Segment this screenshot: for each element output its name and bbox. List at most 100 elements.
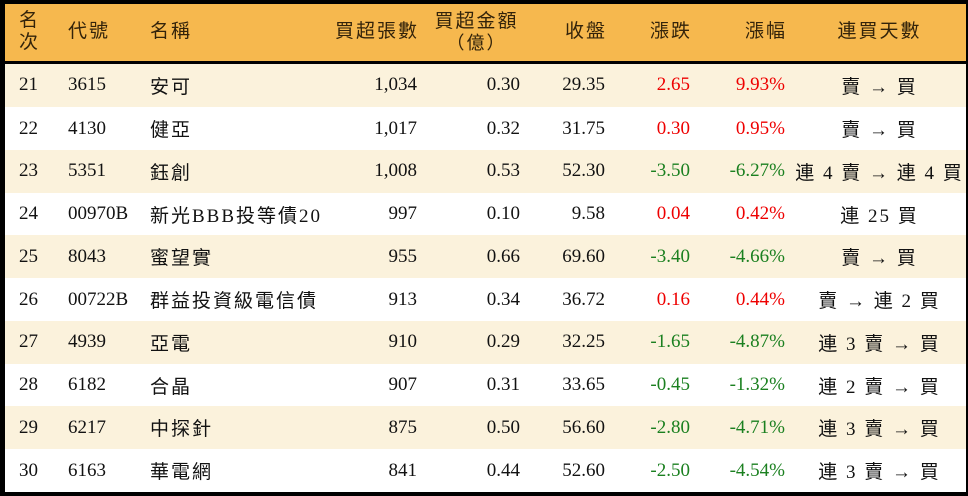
cell-code: 00722B xyxy=(68,288,129,310)
table-row: 24 00970B 新光BBB投等債20 997 0.10 9.58 0.04 … xyxy=(5,192,966,236)
cell-amount: 0.53 xyxy=(486,160,520,182)
cell-change: -2.50 xyxy=(650,459,690,481)
table-row: 30 6163 華電網 841 0.44 52.60 -2.50 -4.54% … xyxy=(5,449,966,492)
table-row: 23 5351 鈺創 1,008 0.53 52.30 -3.50 -6.27%… xyxy=(5,149,966,193)
cell-change: 0.16 xyxy=(656,288,690,310)
cell-change: -0.45 xyxy=(650,374,690,395)
cell-name: 亞電 xyxy=(150,333,193,355)
cell-days: 賣 → 買 xyxy=(841,76,918,98)
cell-change: -1.65 xyxy=(650,331,690,353)
cell-days: 連 2 賣 → 買 xyxy=(818,376,941,398)
col-header-code: 代號 xyxy=(68,21,111,43)
cell-days: 連 25 買 xyxy=(840,205,919,227)
col-header-volume: 買超張數 xyxy=(334,21,419,43)
cell-change: -3.40 xyxy=(650,245,690,267)
cell-amount: 0.34 xyxy=(486,288,520,310)
cell-volume: 1,034 xyxy=(374,74,417,96)
table-row: 28 6182 合晶 907 0.31 33.65 -0.45 -1.32% 連… xyxy=(5,363,966,407)
cell-close: 52.30 xyxy=(562,160,605,182)
cell-close: 31.75 xyxy=(562,117,605,139)
col-header-amount-line2: （億） xyxy=(446,32,507,53)
cell-amount: 0.44 xyxy=(486,459,520,481)
cell-code: 8043 xyxy=(68,245,106,267)
cell-volume: 910 xyxy=(388,331,418,353)
col-header-days: 連買天數 xyxy=(837,21,922,43)
cell-days: 連 4 賣 → 連 4 買 xyxy=(795,162,964,184)
cell-pct: 0.44% xyxy=(735,288,785,310)
col-header-amount: 買超金額 （億） xyxy=(425,4,528,62)
cell-close: 56.60 xyxy=(562,416,605,438)
cell-amount: 0.10 xyxy=(486,203,520,224)
cell-close: 29.35 xyxy=(562,74,605,96)
cell-volume: 1,008 xyxy=(374,160,417,182)
cell-amount: 0.66 xyxy=(486,245,520,267)
cell-amount: 0.32 xyxy=(486,117,520,139)
cell-code: 00970B xyxy=(68,203,129,224)
cell-days: 賣 → 買 xyxy=(841,120,918,141)
cell-rank: 27 xyxy=(19,331,38,353)
cell-volume: 907 xyxy=(388,374,418,395)
cell-change: 0.04 xyxy=(656,203,690,224)
cell-code: 3615 xyxy=(68,74,106,96)
cell-rank: 26 xyxy=(19,288,38,310)
cell-pct: 0.42% xyxy=(735,203,785,224)
cell-amount: 0.50 xyxy=(486,416,520,438)
col-header-name: 名稱 xyxy=(150,21,193,43)
cell-name: 蜜望實 xyxy=(150,248,214,270)
cell-rank: 28 xyxy=(19,374,38,395)
col-header-rank: 名次 xyxy=(19,10,41,54)
table-row: 26 00722B 群益投資級電信債 913 0.34 36.72 0.16 0… xyxy=(5,278,966,321)
col-header-close: 收盤 xyxy=(564,21,607,43)
cell-pct: -4.66% xyxy=(729,245,785,267)
col-header-pct: 漲幅 xyxy=(744,21,787,43)
cell-name: 合晶 xyxy=(150,376,193,398)
cell-close: 32.25 xyxy=(562,331,605,353)
cell-rank: 22 xyxy=(19,117,38,139)
cell-volume: 913 xyxy=(388,288,418,310)
cell-code: 6163 xyxy=(68,459,106,481)
cell-close: 52.60 xyxy=(562,459,605,481)
table-row: 22 4130 健亞 1,017 0.32 31.75 0.30 0.95% 賣… xyxy=(5,107,966,150)
cell-amount: 0.31 xyxy=(486,374,520,395)
cell-volume: 1,017 xyxy=(374,117,417,139)
cell-volume: 997 xyxy=(388,203,418,224)
cell-pct: -4.87% xyxy=(729,331,785,353)
cell-name: 華電網 xyxy=(150,462,214,484)
cell-rank: 23 xyxy=(19,160,38,182)
cell-volume: 875 xyxy=(388,416,418,438)
cell-days: 賣 → 買 xyxy=(841,248,918,270)
col-header-amount-line1: 買超金額 xyxy=(434,10,519,32)
cell-amount: 0.29 xyxy=(486,331,520,353)
stock-buy-ranking-table: 名次 代號 名稱 買超張數 買超金額 （億） 收盤 漲跌 漲幅 連買天數 21 3… xyxy=(5,4,966,492)
table-row: 21 3615 安可 1,034 0.30 29.35 2.65 9.93% 賣… xyxy=(5,62,966,108)
cell-rank: 24 xyxy=(19,203,38,224)
cell-rank: 25 xyxy=(19,245,38,267)
cell-amount: 0.30 xyxy=(486,74,520,96)
cell-name: 鈺創 xyxy=(150,162,193,184)
cell-days: 連 3 賣 → 買 xyxy=(818,333,941,355)
cell-name: 健亞 xyxy=(150,120,193,141)
cell-name: 安可 xyxy=(150,76,193,98)
cell-code: 6217 xyxy=(68,416,106,438)
cell-code: 4130 xyxy=(68,117,106,139)
cell-pct: 9.93% xyxy=(735,74,785,96)
table-row: 25 8043 蜜望實 955 0.66 69.60 -3.40 -4.66% … xyxy=(5,235,966,279)
cell-rank: 29 xyxy=(19,416,38,438)
cell-pct: -1.32% xyxy=(729,374,785,395)
cell-volume: 955 xyxy=(388,245,418,267)
cell-close: 9.58 xyxy=(571,203,605,224)
cell-close: 33.65 xyxy=(562,374,605,395)
cell-change: 0.30 xyxy=(656,117,690,139)
cell-close: 36.72 xyxy=(562,288,605,310)
cell-days: 連 3 賣 → 買 xyxy=(818,462,941,484)
cell-days: 賣 → 連 2 買 xyxy=(818,291,941,312)
table-row: 27 4939 亞電 910 0.29 32.25 -1.65 -4.87% 連… xyxy=(5,320,966,364)
col-header-change: 漲跌 xyxy=(649,21,692,43)
cell-name: 中探針 xyxy=(150,419,214,441)
cell-pct: -6.27% xyxy=(729,160,785,182)
cell-rank: 30 xyxy=(19,459,38,481)
cell-close: 69.60 xyxy=(562,245,605,267)
cell-rank: 21 xyxy=(19,74,38,96)
table-body: 21 3615 安可 1,034 0.30 29.35 2.65 9.93% 賣… xyxy=(5,62,966,492)
